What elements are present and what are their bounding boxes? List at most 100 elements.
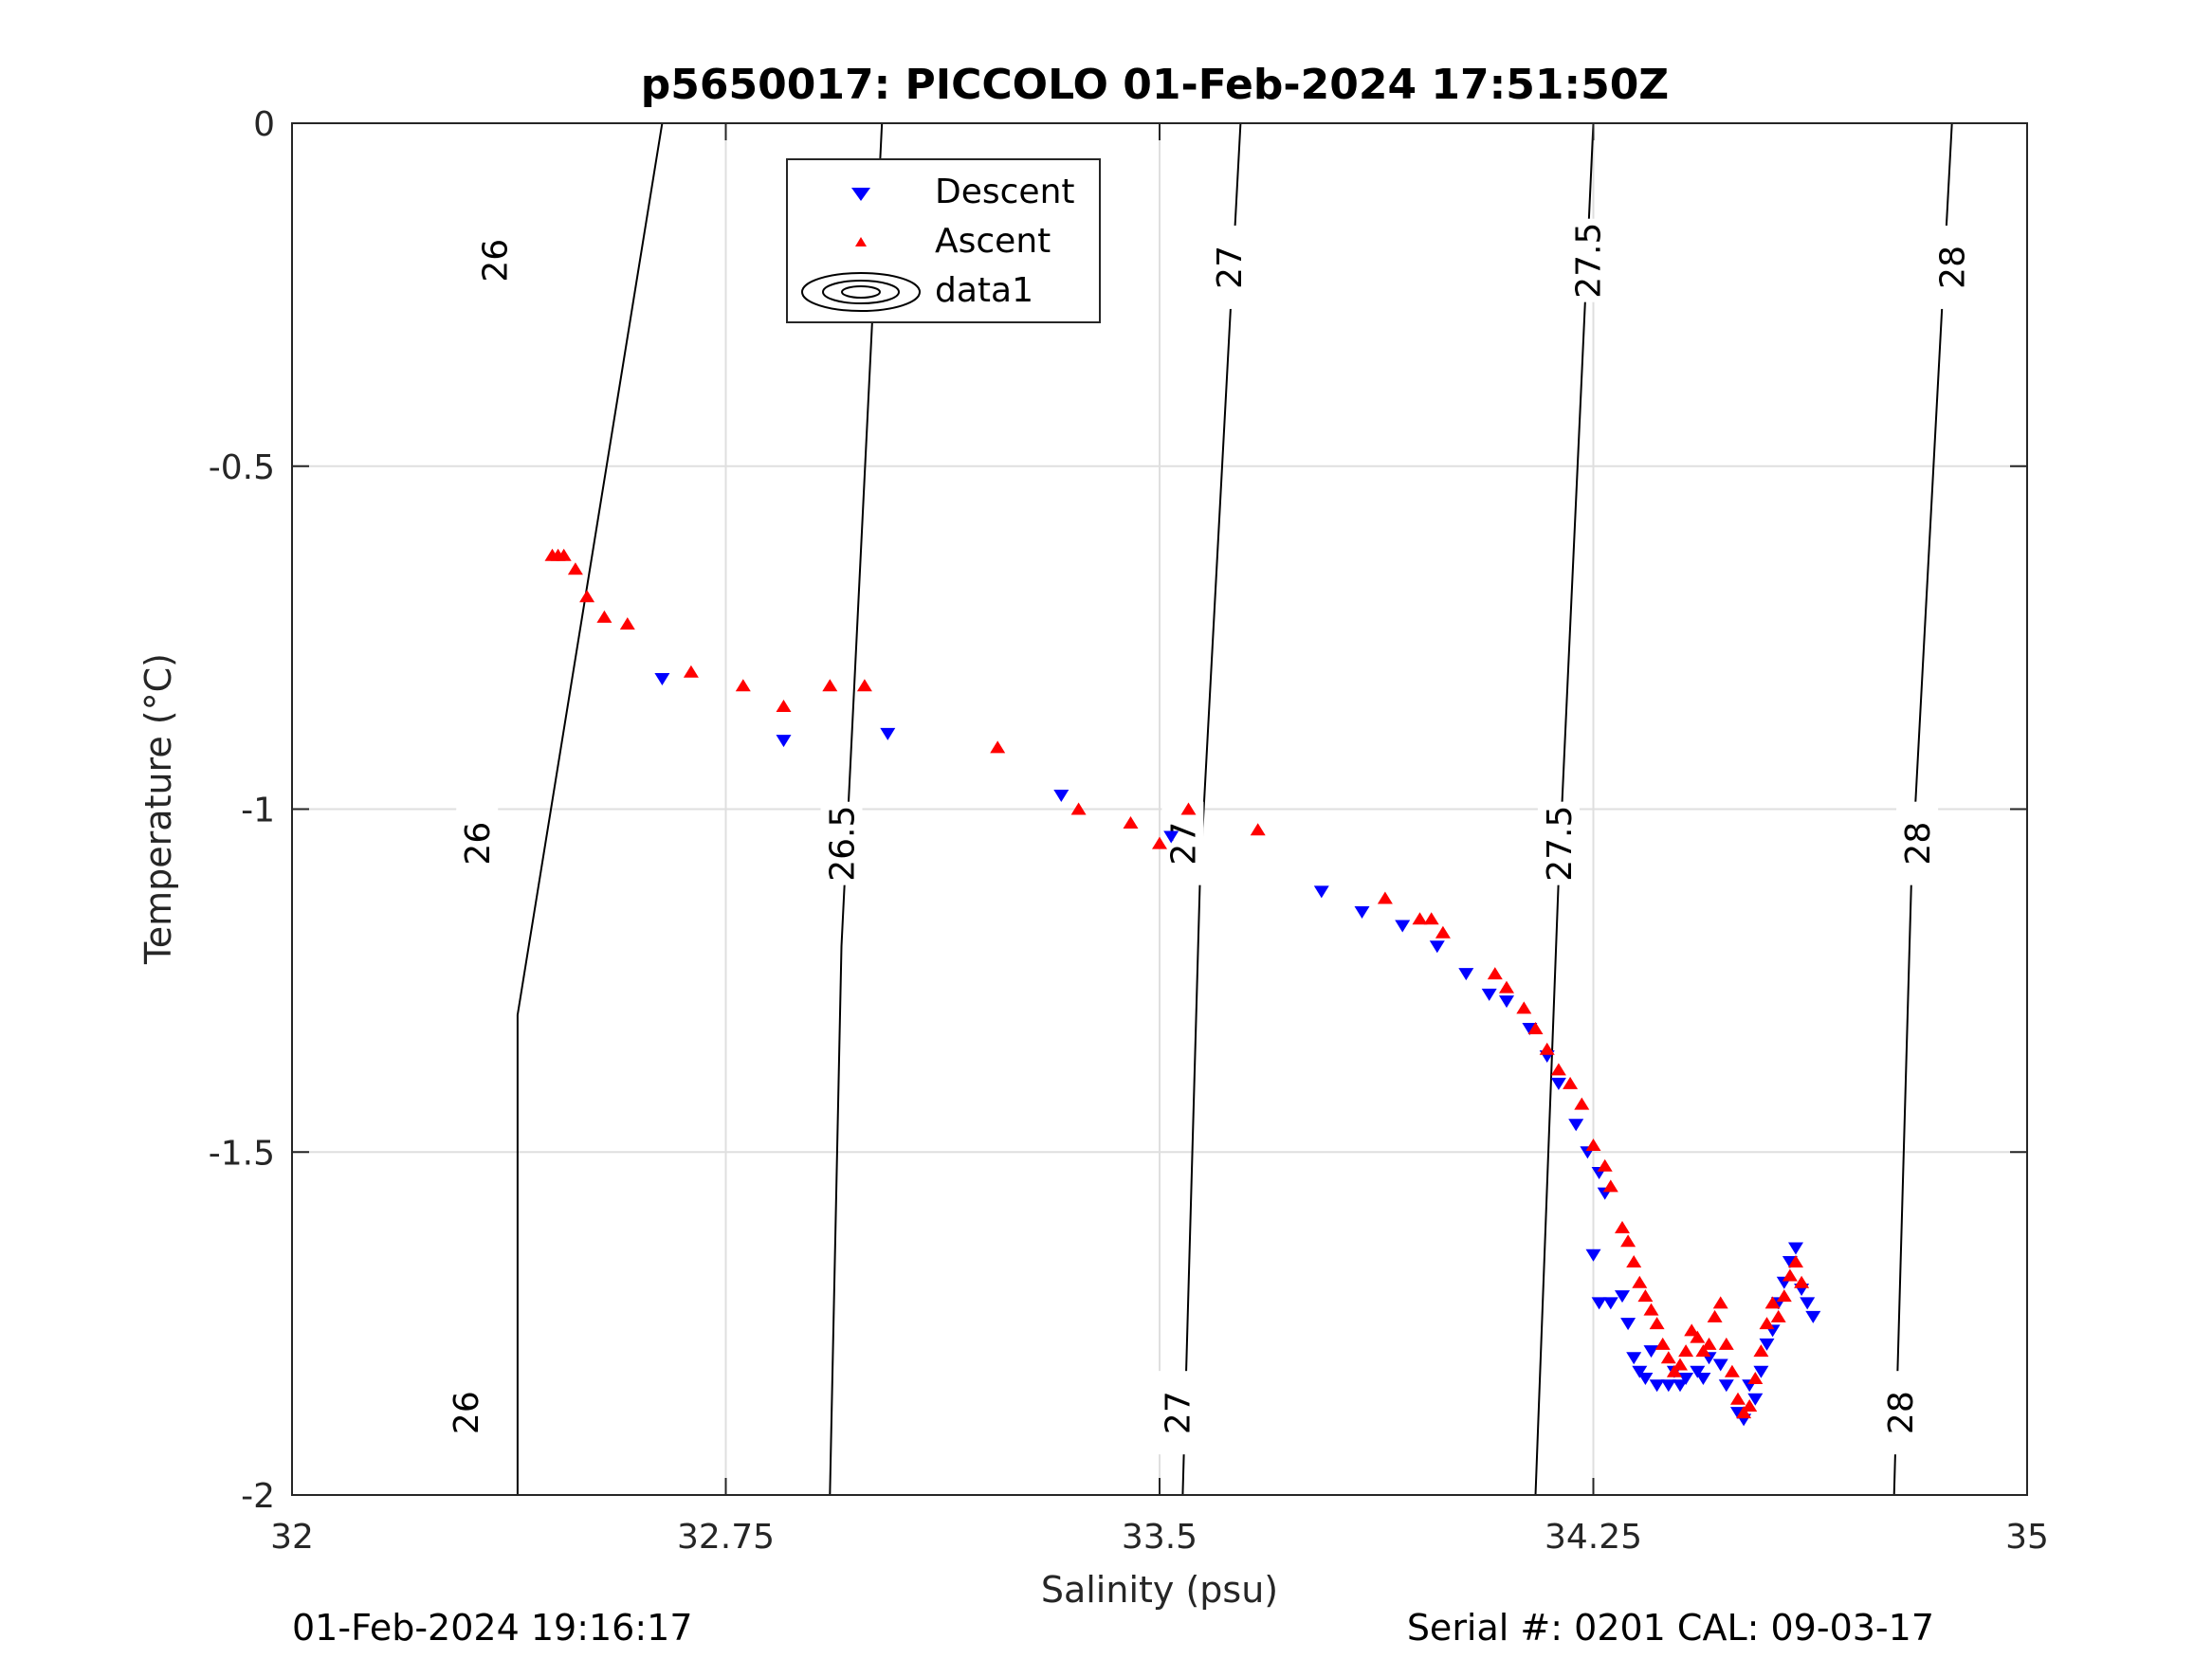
ascent-point: [1574, 1097, 1590, 1110]
ascent-point: [856, 679, 872, 692]
ascent-point: [1666, 1364, 1682, 1377]
ascent-point: [1423, 912, 1439, 925]
descent-point: [654, 673, 670, 686]
descent-point: [1673, 1379, 1688, 1393]
ascent-point: [735, 679, 751, 692]
y-axis-ticks: 0 -0.5 -1 -1.5 -2: [209, 105, 2027, 1516]
ascent-point: [1695, 1344, 1711, 1358]
legend-ascent-marker: [855, 237, 867, 246]
ascent-point: [1180, 802, 1197, 815]
ascent-point: [1377, 891, 1393, 904]
grid-lines: [292, 123, 2027, 1495]
descent-point: [1759, 1338, 1775, 1351]
ascent-point: [619, 617, 635, 630]
descent-point: [1788, 1242, 1803, 1255]
ascent-point: [1718, 1337, 1734, 1350]
ascent-point: [1712, 1296, 1728, 1309]
descent-point: [1805, 1310, 1821, 1323]
descent-point: [1753, 1365, 1769, 1378]
descent-point: [1053, 790, 1069, 803]
x-tick-label: 32: [270, 1518, 314, 1557]
ascent-point: [1643, 1303, 1659, 1316]
data-points: [544, 548, 1821, 1427]
legend-descent-label: Descent: [935, 173, 1075, 211]
descent-point: [1429, 940, 1445, 954]
ascent-point: [1782, 1268, 1798, 1282]
ascent-point: [596, 610, 612, 623]
descent-point: [1643, 1345, 1659, 1358]
legend-descent-marker: [851, 188, 870, 201]
footer-timestamp: 01-Feb-2024 19:16:17: [292, 1607, 693, 1649]
ascent-point: [1637, 1289, 1654, 1303]
descent-point: [1499, 995, 1514, 1009]
ascent-point: [1736, 1406, 1752, 1419]
ascent-point: [1794, 1275, 1810, 1288]
descent-point: [1747, 1393, 1764, 1406]
ascent-point: [1759, 1317, 1775, 1330]
descent-point: [1550, 1077, 1566, 1090]
ascent-point: [1487, 967, 1503, 980]
x-tick-label: 32.75: [677, 1518, 775, 1557]
descent-point: [1695, 1373, 1711, 1386]
contour-label-bg: [1161, 801, 1204, 885]
contour-label-bg: [1156, 1371, 1198, 1455]
ascent-point: [1620, 1234, 1636, 1248]
ascent-point: [1690, 1330, 1706, 1343]
ascent-point: [1654, 1337, 1671, 1350]
contour-line: [829, 122, 884, 1496]
y-tick-label: 0: [253, 105, 275, 144]
y-axis-label: Temperature (°C): [137, 653, 179, 965]
ascent-point: [1412, 912, 1428, 925]
contour-label: 27: [1211, 246, 1250, 289]
ascent-point: [1788, 1255, 1803, 1268]
ascent-point: [1250, 823, 1266, 836]
ascent-point: [1527, 1022, 1544, 1035]
ascent-point: [1550, 1063, 1566, 1076]
y-tick-label: -2: [241, 1477, 275, 1516]
ascent-point: [1724, 1364, 1740, 1377]
descent-point: [1163, 830, 1179, 844]
footer-serial-cal: Serial #: 0201 CAL: 09-03-17: [1407, 1607, 1934, 1649]
contour-label: 27.5: [1541, 806, 1580, 882]
descent-point: [776, 735, 792, 748]
ascent-point: [1678, 1344, 1694, 1358]
descent-point: [1458, 968, 1474, 981]
x-tick-label: 34.25: [1545, 1518, 1642, 1557]
descent-point: [880, 727, 896, 740]
ascent-point: [556, 548, 572, 561]
y-tick-label: -0.5: [209, 448, 275, 487]
ascent-point: [822, 679, 838, 692]
ascent-point: [579, 590, 595, 603]
ascent-point: [1673, 1358, 1688, 1371]
legend-data1-label: data1: [935, 271, 1033, 310]
descent-point: [1602, 1297, 1618, 1310]
ascent-point: [1435, 925, 1451, 939]
ascent-point: [1753, 1344, 1769, 1358]
descent-point: [1649, 1379, 1665, 1393]
ascent-point: [1615, 1220, 1630, 1233]
descent-point: [1354, 906, 1370, 920]
descent-point: [1637, 1373, 1654, 1386]
descent-point: [1626, 1352, 1642, 1365]
legend[interactable]: Descent Ascent data1: [786, 158, 1101, 323]
ascent-point: [1684, 1323, 1700, 1337]
descent-point: [1481, 988, 1497, 1001]
contour-label: 28: [1934, 246, 1973, 289]
contour-label-bg: [1896, 801, 1939, 885]
contour-label: 27: [1164, 822, 1203, 866]
ascent-point: [567, 562, 583, 575]
contour-label: 28: [1899, 822, 1938, 866]
contour-label: 26.5: [824, 806, 863, 882]
ascent-point: [1742, 1398, 1758, 1412]
legend-box: [786, 158, 1101, 323]
y-tick-label: -1.5: [209, 1134, 275, 1173]
descent-point: [1800, 1297, 1816, 1310]
contour-label-bg: [1208, 225, 1251, 309]
ascent-point: [1516, 1001, 1532, 1014]
descent-point: [1620, 1318, 1636, 1331]
ascent-point: [1563, 1076, 1579, 1089]
descent-point: [1678, 1373, 1694, 1386]
contour-label-bg: [1930, 225, 1973, 309]
ascent-point: [990, 740, 1006, 754]
